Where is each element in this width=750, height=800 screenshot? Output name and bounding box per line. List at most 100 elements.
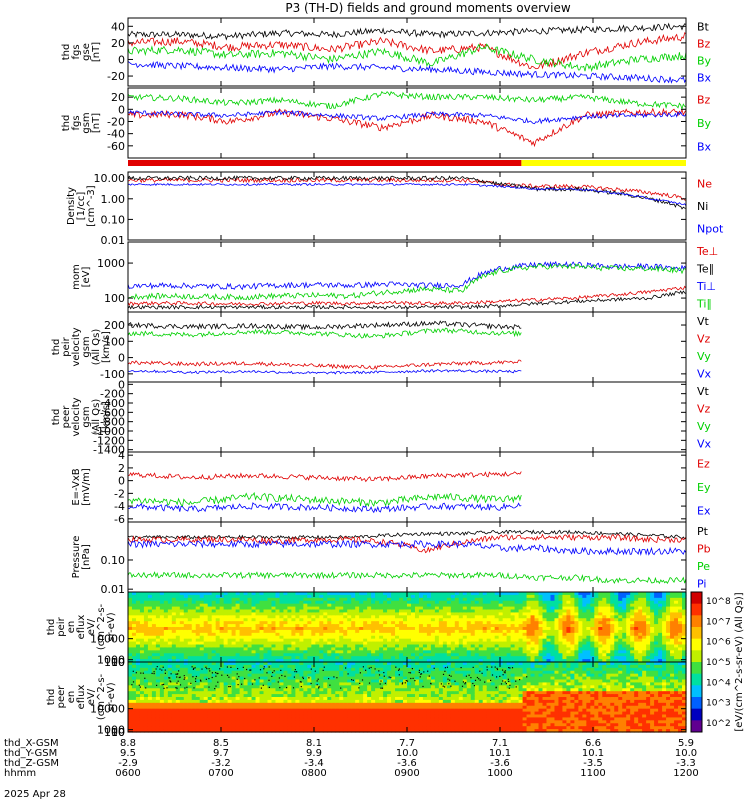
heatmap-cell <box>498 638 504 643</box>
heatmap-cell <box>526 627 532 631</box>
heatmap-cell <box>343 659 348 663</box>
heatmap-cell <box>207 653 213 657</box>
heatmap-cell <box>618 656 623 660</box>
heatmap-cell <box>590 635 595 640</box>
heatmap-cell <box>211 676 217 681</box>
heatmap-cell <box>387 594 392 599</box>
heatmap-cell <box>367 603 372 608</box>
heatmap-cell <box>231 685 237 689</box>
heatmap-cell <box>279 667 285 672</box>
heatmap-cell <box>530 600 536 605</box>
heatmap-cell <box>430 606 436 611</box>
heatmap-cell <box>554 621 560 625</box>
heatmap-cell <box>367 594 372 599</box>
heatmap-cell <box>303 659 308 663</box>
heatmap-cell <box>626 621 631 625</box>
heatmap-cell <box>283 629 289 634</box>
y-tick-label: 0 <box>118 378 125 391</box>
heatmap-cell <box>610 615 615 619</box>
heatmap-cell <box>446 653 452 657</box>
heatmap-cell <box>403 624 408 628</box>
heatmap-cell <box>307 659 312 663</box>
heatmap-cell <box>219 729 225 733</box>
heatmap-cell <box>219 621 225 625</box>
heatmap-cell <box>235 699 241 704</box>
heatmap-cell <box>239 597 245 602</box>
heatmap-cell <box>231 627 237 631</box>
heatmap-cell <box>263 697 269 701</box>
heatmap-cell <box>195 629 201 634</box>
heatmap-cell <box>371 606 376 611</box>
heatmap-cell <box>183 632 189 637</box>
heatmap-cell <box>131 606 137 611</box>
heatmap-cell <box>331 609 336 614</box>
heatmap-cell <box>271 656 277 660</box>
heatmap-cell <box>323 656 328 660</box>
heatmap-cell <box>534 618 540 622</box>
heatmap-cell <box>235 662 241 666</box>
heatmap-cell <box>502 644 508 649</box>
heatmap-cell <box>143 659 149 663</box>
heatmap-cell <box>602 592 607 596</box>
heatmap-cell <box>594 594 599 599</box>
heatmap-cell <box>395 659 400 663</box>
heatmap-cell <box>375 594 380 599</box>
heatmap-cell <box>626 624 631 628</box>
heatmap-cell <box>610 647 615 651</box>
heatmap-cell <box>379 629 384 634</box>
heatmap-cell <box>219 632 225 637</box>
heatmap-cell <box>251 594 257 599</box>
heatmap-cell <box>251 682 257 686</box>
heatmap-cell <box>522 609 528 614</box>
heatmap-cell <box>243 656 249 660</box>
heatmap-cell <box>283 711 289 716</box>
heatmap-cell <box>167 632 173 637</box>
heatmap-cell <box>554 632 560 637</box>
heatmap-cell <box>327 691 332 695</box>
heatmap-cell <box>163 705 169 710</box>
heatmap-cell <box>183 723 189 727</box>
heatmap-cell <box>634 635 639 640</box>
heatmap-cell <box>319 726 324 730</box>
heatmap-cell <box>410 641 416 646</box>
heatmap-cell <box>470 644 476 649</box>
heatmap-cell <box>159 694 165 698</box>
heatmap-cell <box>187 606 193 611</box>
heatmap-cell <box>147 708 153 713</box>
heatmap-cell <box>211 597 217 602</box>
heatmap-cell <box>299 653 304 657</box>
heatmap-cell <box>678 635 683 640</box>
heatmap-cell <box>570 653 575 657</box>
heatmap-cell <box>375 615 380 619</box>
heatmap-cell <box>578 612 583 616</box>
heatmap-cell <box>678 638 683 643</box>
heatmap-cell <box>163 699 169 704</box>
heatmap-cell <box>682 618 687 622</box>
heatmap-cell <box>303 627 308 631</box>
heatmap-cell <box>239 708 245 713</box>
heatmap-cell <box>251 638 257 643</box>
heatmap-cell <box>243 667 249 672</box>
heatmap-cell <box>379 632 384 637</box>
heatmap-cell <box>558 641 564 646</box>
heatmap-cell <box>351 647 356 651</box>
heatmap-cell <box>187 627 193 631</box>
heatmap-cell <box>375 644 380 649</box>
heatmap-cell <box>335 659 340 663</box>
heatmap-cell <box>634 656 639 660</box>
heatmap-cell <box>223 603 229 608</box>
heatmap-cell <box>219 702 225 707</box>
heatmap-cell <box>566 638 572 643</box>
heatmap-cell <box>175 662 181 666</box>
heatmap-cell <box>283 717 289 721</box>
heatmap-cell <box>271 629 277 634</box>
heatmap-cell <box>207 729 213 733</box>
y-tick-label: -40 <box>107 128 125 141</box>
heatmap-cell <box>462 653 468 657</box>
heatmap-cell <box>175 659 181 663</box>
heatmap-cell <box>151 647 157 651</box>
heatmap-cell <box>231 650 237 654</box>
heatmap-cell <box>450 641 456 646</box>
heatmap-cell <box>327 632 332 637</box>
heatmap-cell <box>183 638 189 643</box>
